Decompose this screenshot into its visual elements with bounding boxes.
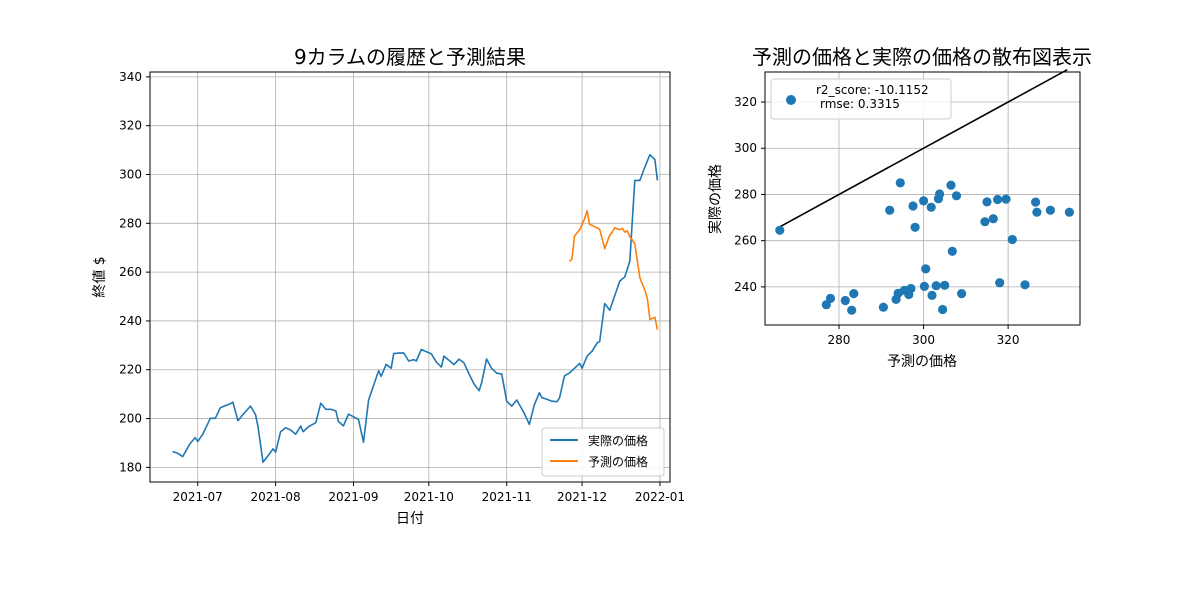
scatter-point <box>825 293 836 303</box>
scatter-point <box>878 302 889 312</box>
line-chart: 9カラムの履歴と予測結果 2021-07 2021-08 2021-09 2021-1… <box>92 45 685 527</box>
y-tick-label: 240 <box>734 280 757 294</box>
scatter-point <box>938 304 948 315</box>
x-tick-label: 2021-10 <box>404 490 454 504</box>
line-chart-ylabel: 終値 $ <box>92 256 108 297</box>
scatter-chart-frame <box>764 71 1081 326</box>
scatter-point <box>1020 280 1030 290</box>
scatter-chart: 予測の価格と実際の価格の散布図表示 280 300 320 240 260 280 300 3… <box>708 45 1092 370</box>
scatter-point <box>919 281 930 291</box>
scatter-point <box>840 295 850 306</box>
scatter-chart-ylabel: 実際の価格 <box>708 164 724 234</box>
scatter-legend-frame <box>770 78 952 120</box>
scatter-point <box>919 196 929 206</box>
scatter-point <box>982 197 992 207</box>
x-tick-label: 2021-08 <box>251 490 301 504</box>
scatter-point <box>940 280 950 290</box>
scatter-point <box>993 194 1003 205</box>
scatter-point <box>1032 207 1042 217</box>
scatter-point <box>926 202 936 212</box>
scatter-point <box>908 201 918 211</box>
x-tick-label: 2022-01 <box>635 490 685 504</box>
y-tick-label: 260 <box>734 234 757 248</box>
x-tick-label: 2021-12 <box>557 490 607 504</box>
scatter-point <box>931 281 941 291</box>
y-tick-label: 280 <box>119 216 142 230</box>
scatter-point <box>1007 234 1017 245</box>
scatter-point <box>980 217 990 227</box>
y-tick-label: 180 <box>119 460 142 474</box>
scatter-chart-marks <box>775 68 1074 315</box>
scatter-point <box>951 191 962 201</box>
scatter-chart-ticks: 280 300 320 240 260 280 300 320 <box>734 95 1019 347</box>
y-tick-label: 320 <box>734 95 757 109</box>
line-chart-ticks: 2021-07 2021-08 2021-09 2021-10 2021-11 2021-… <box>119 70 685 504</box>
scatter-legend-r2: r2_score: -10.1152 <box>816 83 929 97</box>
scatter-point <box>895 178 905 188</box>
scatter-point <box>1045 205 1055 215</box>
scatter-point <box>946 180 956 190</box>
line-chart-title: 9カラムの履歴と予測結果 <box>294 45 526 69</box>
line-chart-series <box>172 153 659 464</box>
scatter-point <box>947 246 957 256</box>
series-actual-line <box>172 153 659 464</box>
x-tick-label: 320 <box>997 333 1020 347</box>
x-tick-label: 300 <box>912 333 935 347</box>
series-predicted-line <box>568 210 659 330</box>
y-tick-label: 320 <box>119 119 142 133</box>
scatter-chart-legend: r2_score: -10.1152 rmse: 0.3315 <box>770 78 952 120</box>
y-tick-label: 260 <box>119 265 142 279</box>
legend-label-predicted: 予測の価格 <box>588 454 648 469</box>
scatter-point <box>921 264 931 274</box>
y-tick-label: 220 <box>119 363 142 377</box>
scatter-chart-xlabel: 予測の価格 <box>887 354 957 370</box>
y-tick-label: 200 <box>119 412 142 426</box>
x-tick-label: 2021-07 <box>173 490 223 504</box>
scatter-point <box>927 290 937 300</box>
x-tick-label: 280 <box>828 333 851 347</box>
y-tick-label: 280 <box>734 187 757 201</box>
scatter-point <box>1064 207 1074 217</box>
scatter-point <box>957 289 967 299</box>
line-chart-frame <box>149 71 671 483</box>
scatter-point <box>935 189 945 199</box>
line-chart-legend: 実際の価格 予測の価格 <box>541 427 665 477</box>
scatter-point <box>995 278 1005 288</box>
scatter-point <box>849 289 859 299</box>
reference-line <box>778 68 1068 228</box>
scatter-chart-title: 予測の価格と実際の価格の散布図表示 <box>752 45 1092 69</box>
x-tick-label: 2021-09 <box>328 490 378 504</box>
line-chart-xlabel: 日付 <box>396 511 424 527</box>
scatter-point <box>1001 194 1011 204</box>
scatter-point <box>775 225 785 235</box>
scatter-point <box>910 222 920 232</box>
legend-label-actual: 実際の価格 <box>588 433 648 448</box>
scatter-point <box>847 305 857 315</box>
scatter-legend-rmse: rmse: 0.3315 <box>820 97 900 111</box>
x-tick-label: 2021-11 <box>482 490 532 504</box>
y-tick-label: 300 <box>734 141 757 155</box>
scatter-point <box>1031 197 1041 207</box>
y-tick-label: 240 <box>119 314 142 328</box>
scatter-point <box>988 214 998 224</box>
scatter-legend-marker <box>786 95 796 105</box>
scatter-point <box>906 283 916 294</box>
scatter-point <box>885 205 895 215</box>
y-tick-label: 300 <box>119 168 142 182</box>
y-tick-label: 340 <box>119 70 142 84</box>
